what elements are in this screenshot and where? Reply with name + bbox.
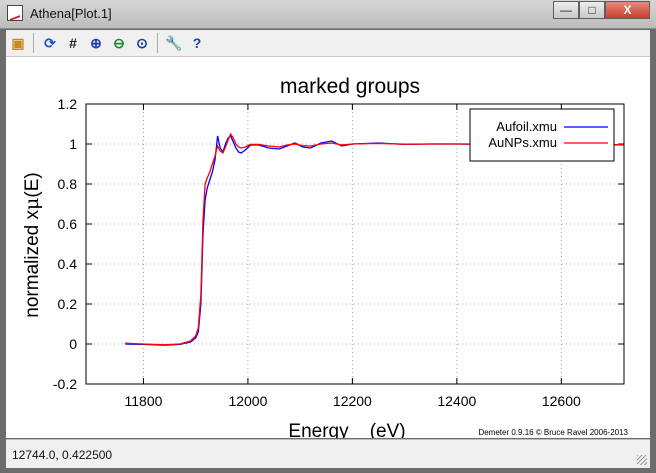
zoom-out-icon: ⊖ [113, 34, 125, 51]
y-tick-label: 0.8 [58, 176, 78, 192]
y-tick-label: 0.6 [58, 216, 78, 232]
close-button[interactable]: X [605, 1, 650, 19]
legend-label: AuNPs.xmu [488, 135, 557, 150]
y-tick-label: 0.2 [58, 296, 78, 312]
y-tick-label: 0.4 [58, 256, 78, 272]
save-icon: ▣ [11, 34, 25, 51]
y-tick-label: 1 [69, 136, 77, 152]
y-tick-label: 0 [69, 336, 77, 352]
refresh-button[interactable]: ⟳ [39, 32, 61, 54]
y-tick-label: -0.2 [53, 376, 77, 392]
grid-button[interactable]: # [62, 32, 84, 54]
series-line-aunps-xmu [125, 132, 624, 346]
plot-app-icon [7, 5, 23, 21]
title-bar[interactable]: Athena[Plot.1] — □ X [0, 0, 656, 29]
settings-button[interactable]: 🔧 [163, 32, 185, 54]
window-controls: — □ X [553, 1, 650, 20]
help-icon: ? [192, 35, 202, 51]
y-axis-label-prefix: normalized x [22, 209, 43, 317]
zoom-reset-icon: ⊙ [136, 34, 148, 51]
credit-text: Demeter 0.9.16 © Bruce Ravel 2006-2013 [478, 428, 628, 437]
x-tick-label: 12400 [437, 393, 476, 409]
chart-series [125, 132, 624, 346]
maximize-button[interactable]: □ [579, 1, 605, 19]
x-axis-label: Energy (eV) [288, 421, 405, 438]
y-tick-label: 1.2 [58, 96, 78, 112]
zoom-out-button[interactable]: ⊖ [108, 32, 130, 54]
plot-canvas[interactable]: -0.2 0 0.2 0.4 0.6 0.8 1 1.2 11800 12000 12200 124… [6, 57, 650, 442]
zoom-reset-button[interactable]: ⊙ [131, 32, 153, 54]
y-axis-ticks: -0.2 0 0.2 0.4 0.6 0.8 1 1.2 [53, 96, 624, 392]
resize-grip-icon[interactable] [637, 455, 647, 465]
help-button[interactable]: ? [186, 32, 208, 54]
minimize-button[interactable]: — [553, 1, 579, 19]
legend-label: Aufoil.xmu [496, 119, 557, 134]
zoom-in-icon: ⊕ [90, 34, 102, 51]
zoom-in-button[interactable]: ⊕ [85, 32, 107, 54]
x-tick-label: 11800 [125, 393, 163, 409]
save-image-button[interactable]: ▣ [7, 32, 29, 54]
toolbar-separator [157, 33, 158, 53]
y-axis-label-suffix: (E) [22, 172, 43, 197]
xmu-chart[interactable]: -0.2 0 0.2 0.4 0.6 0.8 1 1.2 11800 12000 12200 124… [6, 57, 650, 442]
refresh-icon: ⟳ [44, 34, 56, 51]
x-tick-label: 12600 [542, 393, 581, 409]
wrench-icon: 🔧 [165, 34, 183, 51]
plot-toolbar: ▣ ⟳ # ⊕ ⊖ ⊙ 🔧? [6, 30, 650, 57]
status-bar: 12744.0, 0.422500 [6, 439, 650, 468]
chart-title: marked groups [280, 75, 420, 98]
toolbar-separator [33, 33, 34, 53]
x-tick-label: 12000 [228, 393, 267, 409]
cursor-coordinates: 12744.0, 0.422500 [12, 448, 113, 462]
legend-box [469, 108, 615, 162]
plot-frame [85, 103, 625, 385]
window-title: Athena[Plot.1] [30, 6, 112, 21]
y-axis-label: normalized xμ(E) [21, 172, 43, 317]
x-axis-ticks: 11800 12000 12200 12400 12600 [125, 104, 581, 409]
y-axis-label-mu: μ [21, 198, 43, 210]
grid-icon: # [69, 35, 77, 51]
x-tick-label: 12200 [333, 393, 372, 409]
